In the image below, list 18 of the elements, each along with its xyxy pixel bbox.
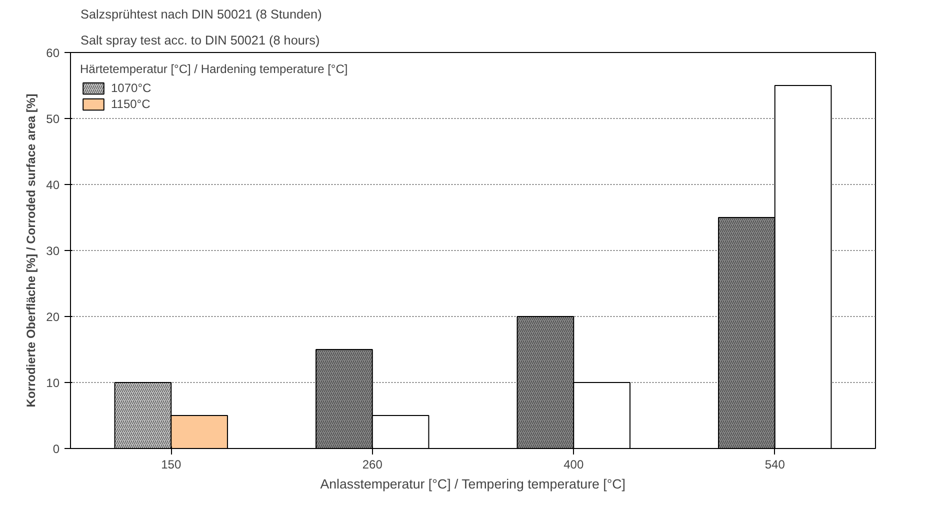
x-tick-label: 400 <box>564 458 584 472</box>
y-tick-label: 10 <box>46 376 60 390</box>
x-tick-label: 260 <box>362 458 383 472</box>
x-axis-title: Anlasstemperatur [°C] / Tempering temperature [°C] <box>320 476 626 492</box>
legend-label: 1070°C <box>111 81 152 95</box>
legend-label: 1150°C <box>111 97 150 111</box>
y-tick-label: 50 <box>46 112 60 126</box>
y-tick-label: 40 <box>46 178 60 192</box>
y-tick-label: 20 <box>46 310 60 324</box>
chart-title: Salzsprühtest nach DIN 50021 (8 Stunden) <box>80 8 322 22</box>
chart-subtitle: Salt spray test acc. to DIN 50021 (8 hours) <box>80 34 320 48</box>
y-tick-label: 30 <box>46 244 60 258</box>
y-tick-label: 0 <box>52 442 60 456</box>
y-axis-title: Korrodierte Oberfläche [%] / Corroded surface area [%] <box>24 94 38 408</box>
y-tick-label: 60 <box>46 46 60 60</box>
legend-title: Härtetemperatur [°C] / Hardening temperature [°C] <box>80 62 348 76</box>
x-tick-label: 150 <box>161 458 182 472</box>
x-tick-label: 540 <box>764 458 786 472</box>
